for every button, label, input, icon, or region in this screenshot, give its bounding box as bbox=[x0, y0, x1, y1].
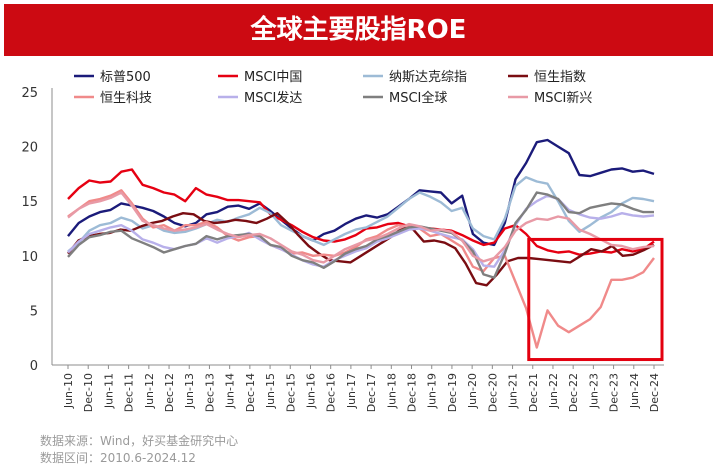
legend-item[interactable]: 标普500 bbox=[74, 70, 151, 85]
x-tick-label: Jun-17 bbox=[345, 373, 358, 409]
x-tick-label: Dec-18 bbox=[406, 373, 419, 412]
x-tick-label: Jun-10 bbox=[62, 373, 75, 409]
x-tick-label: Dec-13 bbox=[203, 373, 216, 412]
legend-label: 恒生指数 bbox=[534, 70, 586, 85]
x-tick-label: Jun-14 bbox=[224, 373, 237, 409]
y-tick-label: 0 bbox=[30, 359, 38, 374]
series-lines bbox=[67, 138, 655, 349]
highlight-box bbox=[527, 237, 664, 362]
source-note: 数据来源：Wind，好买基金研究中心 bbox=[40, 434, 239, 448]
x-tick-label: Dec-21 bbox=[527, 373, 540, 412]
y-tick-label: 10 bbox=[21, 250, 38, 265]
x-tick-label: Dec-19 bbox=[446, 373, 459, 412]
x-tick-label: Dec-12 bbox=[163, 373, 176, 412]
x-tick-labels: Jun-10 Dec-10 Jun-11 Dec-11 Jun-12 Dec-12 Jun-… bbox=[62, 373, 661, 412]
legend-label: MSCI发达 bbox=[244, 90, 302, 106]
series-line bbox=[67, 191, 655, 264]
y-tick-label: 5 bbox=[30, 304, 38, 319]
x-tick-label: Jun-24 bbox=[628, 373, 641, 409]
y-tick-labels: 0 5 10 15 20 25 bbox=[21, 86, 38, 374]
x-tick-label: Jun-20 bbox=[466, 373, 479, 409]
chart-title: 全球主要股指ROE bbox=[250, 15, 467, 45]
x-tick-label: Dec-14 bbox=[244, 373, 257, 412]
x-tick-label: Dec-17 bbox=[365, 373, 378, 412]
x-tick-label: Dec-11 bbox=[123, 373, 136, 412]
x-tick-label: Jun-16 bbox=[304, 373, 317, 409]
legend-item[interactable]: 恒生科技 bbox=[74, 91, 152, 106]
x-tick-label: Jun-18 bbox=[385, 373, 398, 409]
y-tick-label: 20 bbox=[21, 141, 38, 156]
x-tick-label: Jun-19 bbox=[426, 373, 439, 409]
x-tick-label: Jun-12 bbox=[143, 373, 156, 409]
series-line bbox=[67, 211, 655, 287]
x-tick-label: Dec-22 bbox=[567, 373, 580, 412]
legend-label: 恒生科技 bbox=[100, 91, 152, 106]
y-tick-label: 15 bbox=[21, 195, 38, 210]
x-tick-label: Jun-15 bbox=[264, 373, 277, 409]
x-tick-label: Jun-11 bbox=[102, 373, 115, 409]
legend-item[interactable]: MSCI全球 bbox=[363, 90, 447, 106]
legend-label: MSCI新兴 bbox=[534, 90, 592, 106]
x-tick-label: Dec-23 bbox=[608, 373, 621, 412]
x-tick-label: Jun-22 bbox=[547, 373, 560, 409]
date-range-note: 数据区间：2010.6-2024.12 bbox=[40, 451, 196, 465]
legend-label: MSCI中国 bbox=[244, 70, 302, 85]
legend-label: 标普500 bbox=[100, 70, 151, 85]
legend-label: MSCI全球 bbox=[389, 90, 447, 106]
legend-item[interactable]: MSCI中国 bbox=[218, 70, 302, 85]
legend-item[interactable]: 恒生指数 bbox=[508, 70, 586, 85]
legend-item[interactable]: MSCI发达 bbox=[218, 90, 302, 106]
x-tick-label: Dec-24 bbox=[648, 373, 661, 412]
series-line bbox=[67, 191, 654, 279]
legend-item[interactable]: 纳斯达克综指 bbox=[363, 70, 467, 85]
x-tick-label: Jun-21 bbox=[507, 373, 520, 409]
x-tick-label: Dec-15 bbox=[284, 373, 297, 412]
series-line bbox=[67, 168, 655, 256]
axes bbox=[51, 88, 664, 369]
x-tick-label: Dec-16 bbox=[325, 373, 338, 412]
legend-label: 纳斯达克综指 bbox=[389, 70, 467, 85]
title-banner: 全球主要股指ROE bbox=[4, 4, 713, 56]
x-tick-label: Dec-10 bbox=[82, 373, 95, 412]
x-tick-label: Jun-13 bbox=[183, 373, 196, 409]
x-tick-label: Dec-20 bbox=[486, 373, 499, 412]
y-tick-label: 25 bbox=[21, 86, 38, 101]
highlight-rect bbox=[527, 237, 664, 362]
legend-item[interactable]: MSCI新兴 bbox=[508, 90, 592, 106]
x-tick-label: Jun-23 bbox=[587, 373, 600, 409]
series-line bbox=[67, 138, 655, 247]
